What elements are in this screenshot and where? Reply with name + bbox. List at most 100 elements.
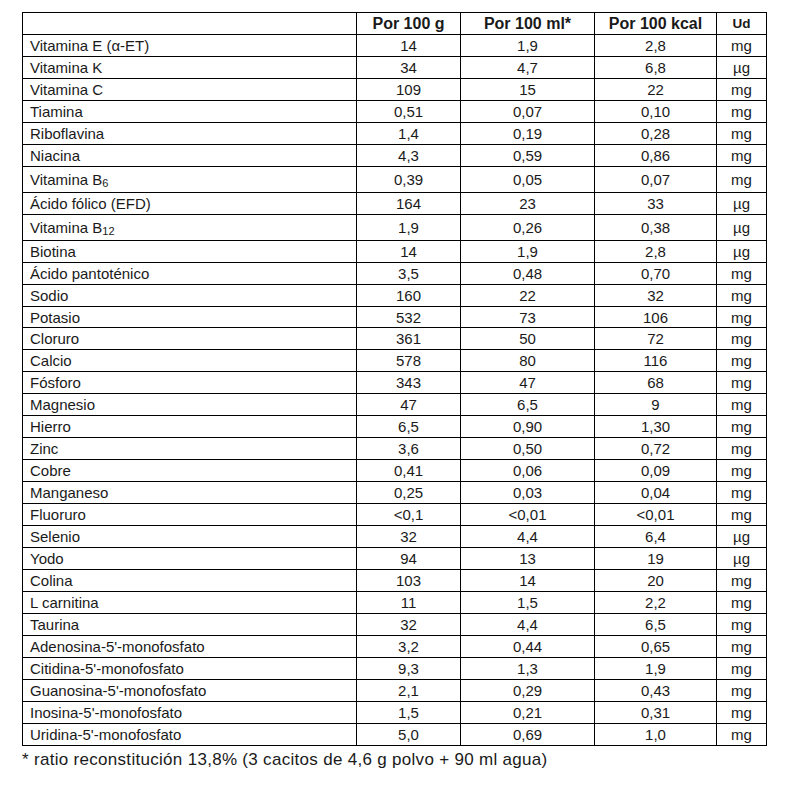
nutrient-name: Cloruro	[30, 330, 79, 347]
table-row: Tiamina0,510,070,10mg	[23, 100, 767, 122]
value-per-100g: 164	[357, 192, 461, 214]
unit-cell: mg	[717, 591, 767, 613]
value-per-100ml: 0,26	[461, 214, 595, 240]
table-row: Vitamina B121,90,260,38µg	[23, 214, 767, 240]
value-per-100kcal: 106	[595, 306, 717, 328]
nutrient-name: Tiamina	[30, 103, 83, 120]
value-per-100ml: 50	[461, 328, 595, 350]
value-per-100g: 32	[357, 526, 461, 548]
table-row: Cloruro3615072mg	[23, 328, 767, 350]
value-per-100kcal: 0,31	[595, 701, 717, 723]
nutrient-name-subscript: 12	[102, 225, 114, 237]
nutrient-name: Adenosina-5'-monofosfato	[30, 638, 205, 655]
value-per-100ml: 80	[461, 350, 595, 372]
nutrient-name: Vitamina K	[30, 59, 102, 76]
nutrient-name: Ácido fólico (EFD)	[30, 195, 151, 212]
header-per-100ml: Por 100 ml*	[461, 13, 595, 35]
table-row: Calcio57880116mg	[23, 350, 767, 372]
value-per-100ml: 0,03	[461, 482, 595, 504]
value-per-100g: 11	[357, 591, 461, 613]
unit-cell: mg	[717, 460, 767, 482]
nutrient-label-cell: Citidina-5'-monofosfato	[23, 657, 357, 679]
value-per-100g: 2,1	[357, 679, 461, 701]
unit-cell: mg	[717, 306, 767, 328]
nutrient-name: Vitamina C	[30, 81, 103, 98]
value-per-100kcal: 20	[595, 569, 717, 591]
unit-cell: µg	[717, 526, 767, 548]
table-row: Adenosina-5'-monofosfato3,20,440,65mg	[23, 635, 767, 657]
value-per-100ml: 1,3	[461, 657, 595, 679]
nutrient-label-cell: Hierro	[23, 416, 357, 438]
value-per-100kcal: 0,04	[595, 482, 717, 504]
value-per-100g: 1,4	[357, 122, 461, 144]
nutrient-name: Uridina-5'-monofosfato	[30, 726, 181, 743]
value-per-100kcal: 0,72	[595, 438, 717, 460]
nutrient-name: Fluoruro	[30, 506, 86, 523]
unit-cell: mg	[717, 122, 767, 144]
unit-cell: mg	[717, 144, 767, 166]
value-per-100kcal: 6,8	[595, 56, 717, 78]
unit-cell: mg	[717, 166, 767, 192]
value-per-100g: 0,39	[357, 166, 461, 192]
value-per-100g: 4,3	[357, 144, 461, 166]
value-per-100kcal: 1,9	[595, 657, 717, 679]
value-per-100ml: 1,9	[461, 35, 595, 57]
value-per-100ml: 14	[461, 569, 595, 591]
nutrient-name: Yodo	[30, 550, 64, 567]
nutrient-name: Selenio	[30, 528, 80, 545]
nutrient-name: Inosina-5'-monofosfato	[30, 704, 182, 721]
nutrient-label-cell: Ácido fólico (EFD)	[23, 192, 357, 214]
table-row: Vitamina E (α-ET)141,92,8mg	[23, 35, 767, 57]
unit-cell: mg	[717, 482, 767, 504]
unit-cell: mg	[717, 657, 767, 679]
unit-cell: mg	[717, 416, 767, 438]
table-row: Manganeso0,250,030,04mg	[23, 482, 767, 504]
value-per-100ml: 73	[461, 306, 595, 328]
table-row: Colina1031420mg	[23, 569, 767, 591]
value-per-100ml: 0,44	[461, 635, 595, 657]
header-unit: Ud	[717, 13, 767, 35]
nutrient-label-cell: Vitamina B12	[23, 214, 357, 240]
unit-cell: mg	[717, 723, 767, 745]
nutrient-label-cell: Vitamina E (α-ET)	[23, 35, 357, 57]
table-row: Sodio1602232mg	[23, 284, 767, 306]
nutrient-name: Zinc	[30, 440, 58, 457]
unit-cell: µg	[717, 192, 767, 214]
nutrient-name: Biotina	[30, 243, 76, 260]
value-per-100ml: 0,07	[461, 100, 595, 122]
value-per-100g: 5,0	[357, 723, 461, 745]
value-per-100g: 14	[357, 35, 461, 57]
value-per-100ml: 23	[461, 192, 595, 214]
value-per-100ml: 4,7	[461, 56, 595, 78]
nutrient-label-cell: Selenio	[23, 526, 357, 548]
nutrient-label-cell: Uridina-5'-monofosfato	[23, 723, 357, 745]
value-per-100ml: 0,29	[461, 679, 595, 701]
nutrition-facts-page: Por 100 gPor 100 ml*Por 100 kcalUd Vitam…	[0, 0, 800, 800]
reconstitution-footnote: * ratio reconstitución 13,8% (3 cacitos …	[22, 750, 548, 770]
value-per-100g: 1,5	[357, 701, 461, 723]
value-per-100ml: 1,9	[461, 240, 595, 262]
value-per-100ml: 1,5	[461, 591, 595, 613]
nutrient-label-cell: Cobre	[23, 460, 357, 482]
nutrient-label-cell: Sodio	[23, 284, 357, 306]
value-per-100kcal: 1,0	[595, 723, 717, 745]
unit-cell: mg	[717, 635, 767, 657]
table-row: Ácido fólico (EFD)1642333µg	[23, 192, 767, 214]
value-per-100kcal: <0,01	[595, 504, 717, 526]
table-row: Yodo941319µg	[23, 548, 767, 570]
value-per-100kcal: 6,5	[595, 613, 717, 635]
value-per-100ml: 0,69	[461, 723, 595, 745]
nutrient-label-cell: Guanosina-5'-monofosfato	[23, 679, 357, 701]
nutrient-label-cell: Fósforo	[23, 372, 357, 394]
table-row: Magnesio476,59mg	[23, 394, 767, 416]
nutrient-label-cell: Biotina	[23, 240, 357, 262]
unit-cell: mg	[717, 78, 767, 100]
nutrient-name: Fósforo	[30, 374, 81, 391]
nutrient-label-cell: Tiamina	[23, 100, 357, 122]
table-row: Zinc3,60,500,72mg	[23, 438, 767, 460]
nutrient-name: Ácido pantoténico	[30, 265, 149, 282]
table-row: Guanosina-5'-monofosfato2,10,290,43mg	[23, 679, 767, 701]
table-row: Fluoruro<0,1<0,01<0,01mg	[23, 504, 767, 526]
nutrient-label-cell: Cloruro	[23, 328, 357, 350]
table-row: Hierro6,50,901,30mg	[23, 416, 767, 438]
